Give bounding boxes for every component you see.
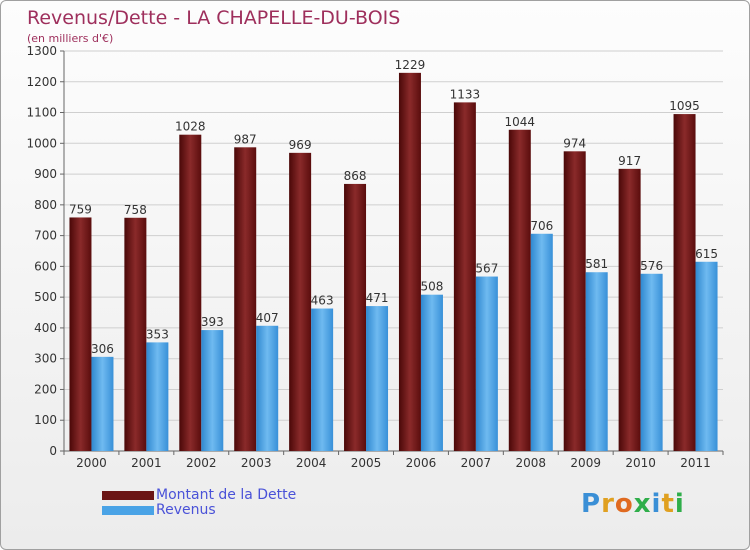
bar-dette <box>618 168 641 451</box>
bar-revenus <box>530 233 553 451</box>
legend-swatch-dette <box>102 490 154 500</box>
bar-revenus <box>640 273 663 451</box>
data-label-dette: 759 <box>69 202 92 216</box>
x-tick-label: 2003 <box>241 456 272 470</box>
y-tick-label: 1100 <box>26 106 57 120</box>
bar-revenus <box>585 272 608 451</box>
data-label-dette: 917 <box>618 154 641 168</box>
bar-dette <box>398 72 421 451</box>
y-tick-label: 300 <box>34 352 57 366</box>
bar-dette <box>344 183 367 451</box>
data-label-revenus: 615 <box>695 247 718 261</box>
bar-dette <box>453 102 476 451</box>
legend-item-revenus: Revenus <box>102 502 216 518</box>
y-tick-label: 1300 <box>26 44 57 58</box>
legend-swatch-revenus <box>102 505 154 515</box>
data-label-revenus: 706 <box>530 219 553 233</box>
x-tick-label: 2007 <box>461 456 492 470</box>
bar-dette <box>563 151 586 452</box>
data-label-revenus: 576 <box>640 259 663 273</box>
data-label-dette: 987 <box>234 132 257 146</box>
data-label-dette: 974 <box>563 136 586 150</box>
x-tick-label: 2010 <box>625 456 656 470</box>
bar-revenus <box>311 308 334 451</box>
x-tick-label: 2004 <box>296 456 327 470</box>
x-tick-label: 2000 <box>76 456 107 470</box>
bar-revenus <box>256 325 279 451</box>
bar-revenus <box>695 261 718 451</box>
x-tick-label: 2008 <box>516 456 547 470</box>
x-tick-label: 2001 <box>131 456 162 470</box>
data-label-dette: 1044 <box>505 115 536 129</box>
legend-label-revenus: Revenus <box>156 502 216 518</box>
logo-letter: i <box>674 489 685 519</box>
logo-letter: i <box>651 489 662 519</box>
bar-dette <box>673 114 696 452</box>
logo-letter: o <box>614 489 634 519</box>
data-label-revenus: 508 <box>421 280 444 294</box>
data-label-revenus: 407 <box>256 311 279 325</box>
y-tick-label: 0 <box>49 444 57 458</box>
legend-item-dette: Montant de la Dette <box>102 487 296 503</box>
data-label-revenus: 353 <box>146 327 169 341</box>
y-tick-label: 100 <box>34 413 57 427</box>
data-label-revenus: 393 <box>201 315 224 329</box>
x-tick-label: 2002 <box>186 456 217 470</box>
y-tick-label: 600 <box>34 259 57 273</box>
data-label-dette: 1229 <box>395 58 426 72</box>
data-label-revenus: 567 <box>475 262 498 276</box>
bar-revenus <box>366 306 389 451</box>
bar-dette <box>124 217 147 451</box>
chart-subtitle: (en milliers d'€) <box>27 32 114 45</box>
logo-letter: P <box>581 489 602 519</box>
y-tick-label: 500 <box>34 290 57 304</box>
chart-title: Revenus/Dette - LA CHAPELLE-DU-BOIS <box>27 7 401 29</box>
data-label-revenus: 581 <box>585 257 608 271</box>
bar-dette <box>234 147 257 452</box>
legend-label-dette: Montant de la Dette <box>156 487 297 503</box>
logo-letter: t <box>661 489 675 519</box>
data-label-dette: 758 <box>124 203 147 217</box>
logo-letter: x <box>633 489 652 519</box>
data-label-dette: 1133 <box>450 87 481 101</box>
y-tick-label: 400 <box>34 321 57 335</box>
data-label-revenus: 471 <box>366 291 389 305</box>
data-label-dette: 868 <box>344 169 367 183</box>
logo-letter: r <box>601 489 615 519</box>
bar-revenus <box>475 276 498 451</box>
bar-revenus <box>201 330 224 451</box>
data-label-dette: 1095 <box>669 99 700 113</box>
y-tick-label: 700 <box>34 229 57 243</box>
y-tick-label: 200 <box>34 382 57 396</box>
data-label-revenus: 306 <box>91 342 114 356</box>
x-tick-label: 2011 <box>680 456 711 470</box>
data-label-revenus: 463 <box>311 294 334 308</box>
bar-revenus <box>146 342 169 451</box>
y-tick-label: 1200 <box>26 75 57 89</box>
bar-dette <box>508 129 531 451</box>
bar-dette <box>179 134 202 451</box>
y-tick-label: 1000 <box>26 136 57 150</box>
x-tick-label: 2009 <box>570 456 601 470</box>
y-tick-label: 900 <box>34 167 57 181</box>
x-tick-label: 2006 <box>406 456 437 470</box>
proxiti-logo: Proxiti <box>581 489 685 519</box>
data-label-dette: 1028 <box>175 120 206 134</box>
bar-revenus <box>91 356 114 451</box>
data-label-dette: 969 <box>289 138 312 152</box>
bar-revenus <box>420 294 443 451</box>
bar-dette <box>69 217 92 451</box>
x-tick-label: 2005 <box>351 456 382 470</box>
y-tick-label: 800 <box>34 198 57 212</box>
bar-dette <box>289 152 312 451</box>
